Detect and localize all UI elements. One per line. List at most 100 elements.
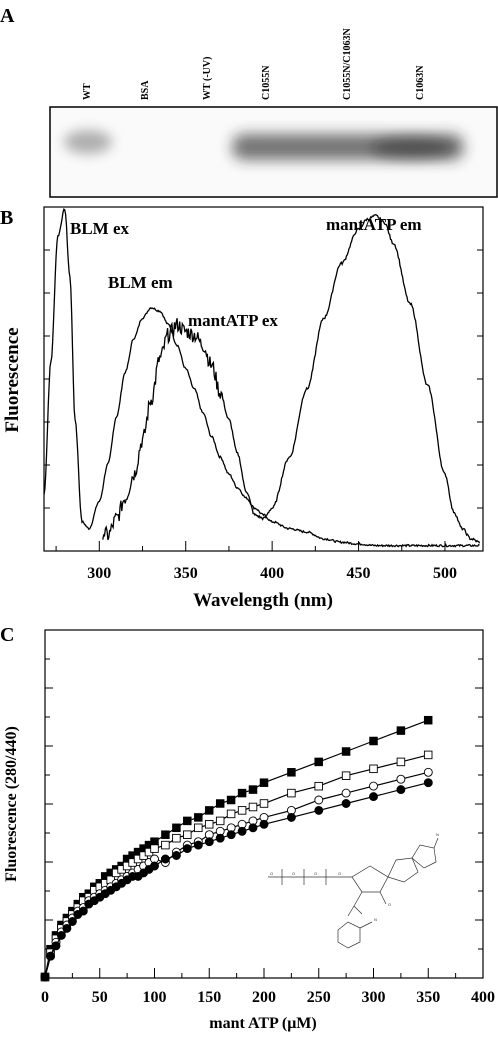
panel-c-data-point bbox=[314, 805, 324, 815]
panel-c-x-tick-label: 400 bbox=[471, 989, 495, 1006]
panel-c-data-point bbox=[226, 809, 236, 819]
panel-c-data-point bbox=[287, 768, 296, 777]
panel-c-data-point bbox=[226, 795, 236, 805]
gel-band-wt bbox=[64, 130, 112, 154]
svg-text:O: O bbox=[314, 871, 317, 876]
lane-label: WT bbox=[82, 83, 93, 100]
panel-c-data-point bbox=[341, 788, 351, 798]
panel-c-data-point bbox=[171, 851, 181, 860]
gel-band-c1063n-core bbox=[372, 137, 452, 159]
panel-c-data-point bbox=[150, 861, 159, 871]
panel-b-x-tick-label: 500 bbox=[433, 565, 457, 582]
panel-c-data-point bbox=[396, 774, 406, 784]
panel-b-x-tick-label: 300 bbox=[87, 565, 111, 582]
panel-c-data-point bbox=[396, 757, 406, 767]
panel-c-data-point bbox=[182, 844, 192, 854]
panel-c-data-point bbox=[369, 792, 378, 802]
panel-c-data-point bbox=[204, 806, 214, 815]
panel-c-data-point bbox=[314, 781, 323, 791]
svg-text:O: O bbox=[388, 902, 391, 907]
panel-c-data-point bbox=[248, 823, 258, 833]
panel-c-data-point bbox=[78, 906, 88, 916]
lane-label: WT (-UV) bbox=[202, 57, 213, 100]
panel-c-data-point bbox=[286, 812, 296, 822]
mant-atp-structure-atom-marks: O O O O N O N bbox=[270, 832, 439, 922]
panel-c-series bbox=[40, 715, 433, 982]
panel-b-label: B bbox=[0, 207, 13, 229]
panel-c-data-point bbox=[423, 778, 433, 788]
svg-text:O: O bbox=[270, 871, 273, 876]
panel-c-x-tick-label: 50 bbox=[92, 989, 108, 1006]
panel-c-x-tick-label: 350 bbox=[416, 989, 440, 1006]
panel-c-label: C bbox=[0, 624, 14, 646]
svg-text:O: O bbox=[292, 871, 295, 876]
panel-c-data-point bbox=[204, 837, 214, 847]
panel-c-data-point bbox=[40, 972, 50, 982]
panel-b-lines bbox=[43, 208, 481, 548]
panel-c-data-point bbox=[423, 750, 433, 760]
svg-text:O: O bbox=[338, 871, 341, 876]
panel-b-series-line bbox=[102, 214, 481, 544]
panel-c-data-point bbox=[160, 854, 170, 864]
panel-c-data-point bbox=[369, 736, 378, 746]
panel-b-ticks: 300 350 400 450 500 bbox=[44, 249, 483, 582]
panel-c-data-point bbox=[204, 820, 214, 829]
panel-c-data-point bbox=[423, 715, 433, 725]
panel-c-data-point bbox=[150, 844, 159, 853]
panel-b-annotation: mantATP em bbox=[326, 215, 422, 234]
lane-label: C1055N bbox=[261, 65, 272, 100]
panel-c-data-point bbox=[248, 802, 258, 812]
panel-b-x-tick-label: 450 bbox=[347, 565, 371, 582]
panel-c-data-point bbox=[341, 747, 351, 756]
panel-b-x-axis-label: Wavelength (nm) bbox=[193, 590, 333, 611]
panel-b-x-tick-label: 350 bbox=[174, 565, 198, 582]
panel-c-x-tick-label: 300 bbox=[362, 989, 386, 1006]
panel-c-x-tick-label: 200 bbox=[252, 989, 276, 1006]
panel-b-axes-frame bbox=[43, 206, 484, 552]
panel-c-data-point bbox=[341, 771, 351, 780]
lane-label: C1055N/C1063N bbox=[342, 28, 353, 100]
panel-c-data-point bbox=[161, 830, 170, 839]
panel-c-data-point bbox=[62, 923, 72, 933]
panel-c-ticks: 0 50 100 150 200 250 300 350 400 bbox=[41, 658, 495, 1006]
panel-c-data-point bbox=[193, 840, 203, 850]
panel-c-data-point bbox=[67, 917, 77, 926]
panel-c-data-point bbox=[314, 757, 323, 767]
panel-c-x-axis-label: mant ATP (μM) bbox=[209, 1015, 316, 1032]
panel-c-fit-line bbox=[44, 719, 429, 978]
panel-c-data-point bbox=[172, 833, 181, 843]
panel-c-data-point bbox=[423, 767, 433, 777]
panel-c-data-point bbox=[215, 816, 225, 826]
panel-c-data-point bbox=[248, 785, 258, 794]
panel-b-x-tick-label: 400 bbox=[260, 565, 284, 582]
panel-b-series-line bbox=[43, 208, 480, 548]
panel-c-data-point bbox=[172, 823, 181, 833]
panel-c-x-tick-label: 250 bbox=[307, 989, 331, 1006]
panel-c-data-point bbox=[215, 833, 225, 843]
panel-c-data-point bbox=[56, 930, 66, 940]
panel-c-data-point bbox=[396, 785, 406, 795]
panel-c-data-point bbox=[259, 778, 269, 787]
panel-c-data-point bbox=[259, 819, 269, 829]
svg-text:N: N bbox=[436, 832, 439, 837]
panel-c-data-point bbox=[183, 816, 192, 826]
panel-c-data-point bbox=[226, 830, 236, 840]
lane-label: C1063N bbox=[415, 65, 426, 100]
lane-labels: WT BSA WT (-UV) C1055N C1055N/C1063N C1063N bbox=[82, 28, 426, 100]
lane-label: BSA bbox=[140, 80, 151, 100]
panel-b-y-axis-label: Fluorescence bbox=[2, 327, 23, 432]
panel-b-annotations: BLM ex BLM em mantATP ex mantATP em bbox=[70, 215, 422, 330]
panel-c-series-group bbox=[40, 715, 433, 982]
mant-atp-structure-drawing bbox=[268, 837, 439, 949]
panel-c-data-point bbox=[396, 726, 406, 735]
panel-b-annotation: mantATP ex bbox=[188, 311, 278, 330]
panel-c-x-tick-label: 150 bbox=[197, 989, 221, 1006]
panel-a-label: A bbox=[0, 5, 15, 27]
panel-b-annotation: BLM em bbox=[108, 273, 173, 292]
panel-c-data-point bbox=[46, 951, 55, 961]
panel-c-x-tick-label: 0 bbox=[41, 989, 49, 1006]
panel-c-data-point bbox=[215, 799, 225, 808]
panel-c-data-point bbox=[287, 788, 296, 798]
panel-c-data-point bbox=[51, 941, 61, 951]
